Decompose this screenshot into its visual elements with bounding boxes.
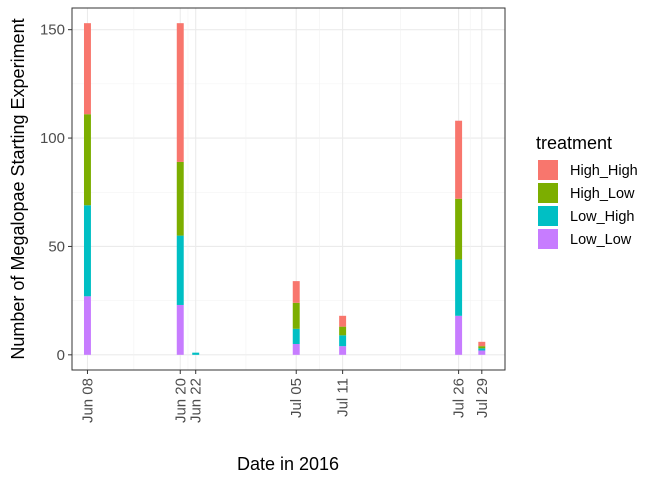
bar-segment	[292, 343, 300, 355]
x-tick-label: Jul 11	[335, 378, 352, 417]
x-tick-label: Jun 08	[79, 378, 96, 423]
x-tick-label: Jun 20	[172, 378, 189, 423]
y-tick-label: 100	[40, 130, 65, 147]
bar-segment	[455, 315, 463, 355]
legend-key	[538, 160, 558, 180]
plot-panel-background	[72, 8, 505, 370]
bar-segment	[292, 302, 300, 329]
x-tick-label: Jun 22	[188, 378, 205, 423]
bar-segment	[455, 198, 463, 260]
bar-segment	[339, 326, 347, 336]
legend-label: High_High	[570, 163, 638, 179]
bar-segment	[292, 281, 300, 303]
bar-segment	[292, 328, 300, 344]
x-tick-label: Jul 26	[451, 378, 468, 418]
bar-segment	[478, 348, 486, 351]
bar-segment	[83, 296, 91, 355]
bar-segment	[478, 341, 486, 347]
bar-segment	[176, 23, 184, 162]
y-axis: 0 50 100 150	[40, 22, 72, 364]
bar-segment	[83, 205, 91, 297]
legend-title: treatment	[536, 133, 612, 153]
bar-segment	[478, 350, 486, 355]
y-tick-label: 150	[40, 22, 65, 39]
legend-key	[538, 229, 558, 249]
legend-key	[538, 183, 558, 203]
plot-panel-border	[71, 7, 506, 371]
y-tick-label: 50	[48, 238, 65, 255]
bar-segment	[339, 335, 347, 347]
bars	[83, 23, 486, 355]
bar-segment	[455, 259, 463, 316]
bar-segment	[83, 23, 91, 115]
legend: treatment High_High High_Low Low_High Low_L…	[536, 133, 638, 249]
bar-segment	[339, 346, 347, 355]
bar-segment	[176, 161, 184, 236]
bar-segment	[478, 346, 486, 349]
x-tick-label: Jul 29	[474, 378, 491, 418]
x-tick-label: Jul 05	[288, 378, 305, 418]
bar-segment	[192, 352, 200, 355]
bar-segment	[83, 114, 91, 206]
bar-segment	[455, 120, 463, 199]
legend-label: Low_High	[570, 209, 635, 225]
x-axis-title: Date in 2016	[237, 454, 339, 474]
bar-segment	[176, 235, 184, 305]
y-tick-label: 0	[57, 347, 65, 364]
legend-label: Low_Low	[570, 232, 632, 248]
bar-segment	[176, 304, 184, 355]
legend-key	[538, 206, 558, 226]
y-axis-title: Number of Megalopae Starting Experiment	[8, 18, 28, 359]
legend-label: High_Low	[570, 186, 635, 202]
bar-segment	[339, 315, 347, 327]
